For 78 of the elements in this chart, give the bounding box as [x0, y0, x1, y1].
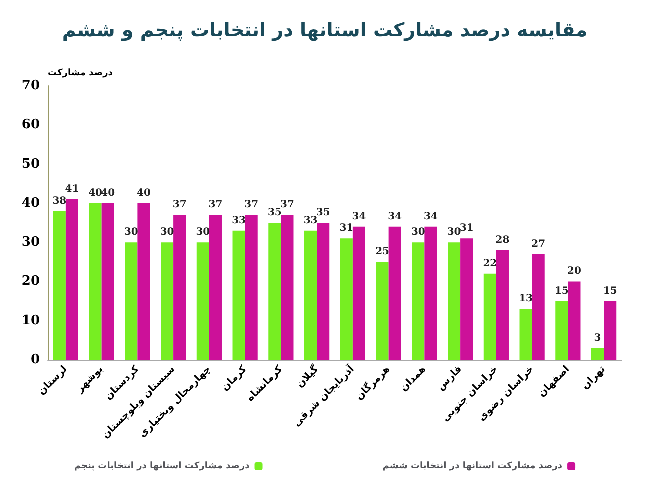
bar [209, 215, 222, 360]
bar [592, 348, 604, 360]
bar [232, 230, 246, 360]
chart-title: مقایسه درصد مشارکت استانها در انتخابات پنجم و ششم [62, 20, 588, 42]
y-tick-label: 10 [22, 313, 40, 328]
y-tick-label: 40 [22, 196, 40, 211]
data-label: 37 [208, 200, 223, 211]
y-tick-label: 20 [22, 274, 40, 290]
data-label: 34 [352, 211, 366, 222]
bar [317, 223, 330, 360]
bar [556, 301, 568, 360]
data-label: 22 [483, 258, 498, 270]
data-label: 35 [268, 208, 282, 218]
y-tick-label: 50 [22, 156, 40, 172]
data-label: 38 [52, 196, 67, 207]
x-tick-label: اصفهان [536, 364, 572, 400]
bar [138, 203, 150, 360]
data-label: 35 [316, 208, 330, 218]
data-label: 33 [304, 215, 318, 226]
bar [352, 226, 366, 360]
legend-label: درصد مشارکت استانها در انتخابات پنجم [74, 462, 250, 472]
bar [412, 242, 425, 360]
x-tick-label: هرمزگان [352, 362, 393, 403]
bar [125, 242, 138, 360]
data-label: 37 [172, 200, 187, 211]
bar [89, 203, 102, 360]
data-label: 15 [603, 286, 618, 297]
data-label: 30 [447, 227, 462, 238]
data-label: 25 [376, 246, 390, 258]
y-tick-label: 70 [22, 78, 40, 94]
data-label: 27 [532, 238, 546, 250]
data-label: 37 [280, 200, 294, 211]
bar [448, 242, 461, 360]
data-label: 33 [232, 215, 246, 226]
bar [102, 203, 114, 360]
y-tick-label: 30 [22, 235, 40, 250]
data-label: 40 [101, 188, 116, 199]
bar [520, 309, 532, 360]
data-label: 28 [496, 234, 510, 246]
bar [245, 215, 258, 360]
bar [568, 282, 581, 360]
legend-label: درصد مشارکت استانها در انتخابات ششم [382, 462, 563, 472]
data-label: 34 [388, 211, 402, 222]
x-tick-label: بوشهر [74, 364, 106, 396]
data-label: 37 [244, 200, 259, 211]
bar [66, 200, 78, 360]
data-label: 34 [424, 211, 438, 222]
data-label: 15 [554, 286, 569, 297]
bar [496, 250, 509, 360]
data-label: 3 [594, 332, 602, 344]
bar [161, 242, 174, 360]
x-tick-label: همدان [398, 364, 429, 394]
data-label: 31 [340, 223, 354, 234]
data-label: 13 [519, 294, 534, 305]
bar [460, 238, 474, 360]
data-label: 40 [137, 188, 151, 199]
bar [53, 211, 66, 360]
x-tick-label: فارس [436, 364, 464, 393]
bar [532, 254, 545, 360]
data-label: 31 [460, 223, 474, 234]
x-tick-label: تهران [580, 364, 608, 392]
data-label: 20 [568, 266, 582, 278]
bar [281, 215, 294, 360]
data-label: 40 [88, 188, 103, 199]
bar [304, 230, 318, 360]
y-axis-title: درصد مشارکت [48, 68, 114, 78]
bar [268, 223, 282, 360]
bar [424, 226, 438, 360]
bar [174, 215, 186, 360]
data-label: 41 [65, 184, 80, 196]
bar [376, 262, 389, 360]
bar [388, 226, 402, 360]
bar [604, 301, 617, 360]
bar [340, 238, 353, 360]
bar [484, 274, 496, 360]
y-tick-label: 60 [22, 118, 40, 133]
x-tick-label: گیلان [293, 362, 322, 390]
bar [196, 242, 210, 360]
